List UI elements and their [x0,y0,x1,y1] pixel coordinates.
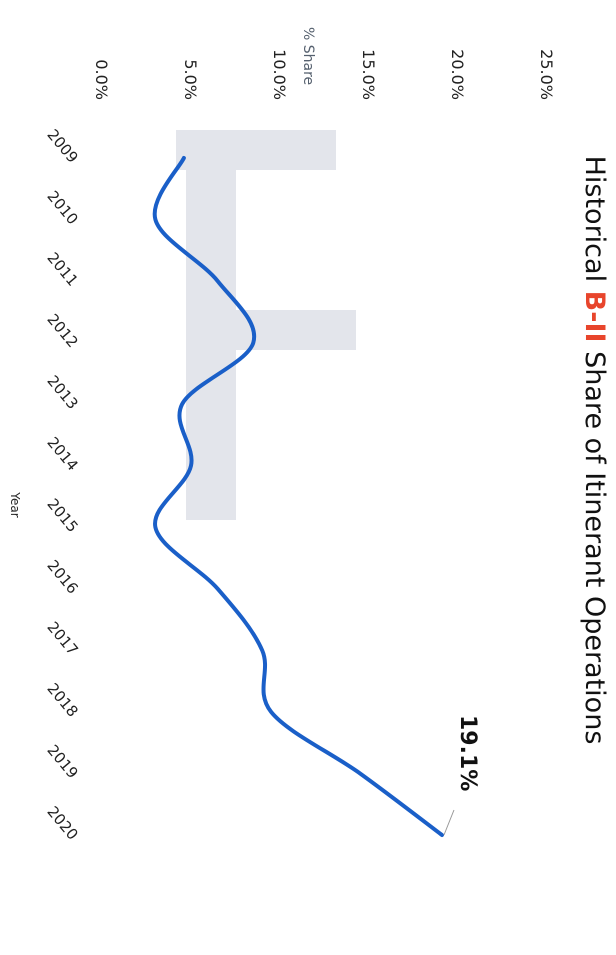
end-value-label: 19.1% [455,715,480,791]
y-tick-label: 0.0% [92,59,111,100]
x-tick-label: 2015 [43,495,81,536]
title-suffix: Share of Itinerant Operations [579,351,610,744]
chart-title: Historical B-II Share of Itinerant Opera… [579,156,610,745]
x-tick-label: 2020 [43,803,81,844]
end-label-leader [443,809,455,836]
x-axis-label: Year [8,491,22,517]
watermark [176,130,356,520]
y-axis-label: % Share [300,27,316,85]
x-tick-label: 2010 [43,187,81,228]
x-tick-label: 2014 [43,433,81,474]
x-tick-label: 2011 [43,249,81,290]
y-tick-label: 25.0% [537,49,556,100]
x-tick-label: 2013 [43,372,81,413]
series-line [152,156,444,837]
x-tick-label: 2012 [43,310,81,351]
title-prefix: Historical [579,156,610,291]
x-tick-label: 2016 [43,557,81,598]
x-tick-label: 2017 [43,618,81,659]
x-tick-label: 2019 [43,741,81,782]
x-tick-label: 2018 [43,680,81,721]
x-axis-ticks: 2009 2010 2011 2012 2013 2014 2015 2016 2017 2018… [43,126,81,844]
y-tick-label: 5.0% [181,59,200,100]
y-tick-label: 20.0% [448,49,467,100]
x-tick-label: 2009 [43,126,81,167]
y-axis-ticks: 0.0% 5.0% 10.0% 15.0% 20.0% 25.0% [92,49,556,100]
y-tick-label: 15.0% [359,49,378,100]
y-tick-label: 10.0% [270,49,289,100]
title-highlight: B-II [579,291,610,343]
